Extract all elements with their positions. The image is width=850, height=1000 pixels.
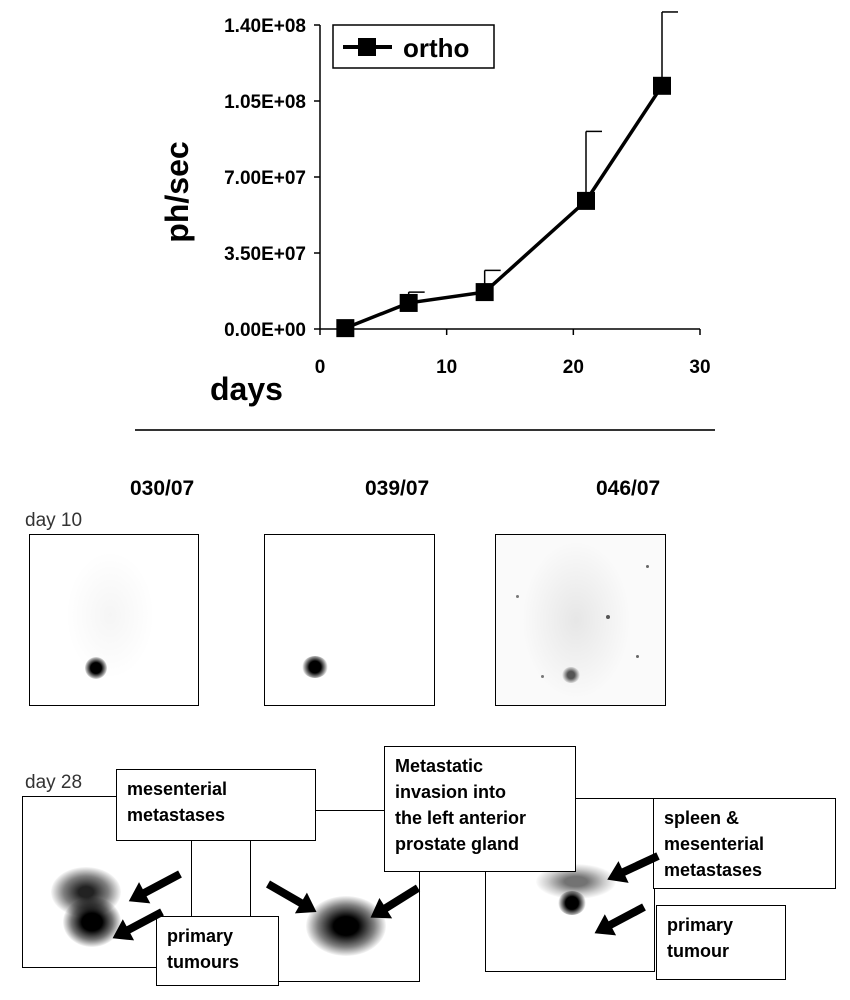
y-tick-label: 7.00E+07 (224, 168, 306, 189)
x-tick-label: 30 (689, 357, 710, 378)
x-tick-label: 20 (563, 357, 584, 378)
image-day10-030 (29, 534, 199, 706)
day10-label: day 10 (25, 510, 83, 531)
data-point (577, 191, 595, 210)
legend: ortho (332, 24, 495, 69)
chart-axes: 0.00E+00 3.50E+07 7.00E+07 1.05E+08 1.40E+08… (224, 16, 710, 378)
panel-label-046: 046/07 (596, 477, 661, 500)
noise-dot (646, 565, 649, 568)
signal-spot (562, 667, 580, 683)
x-tick-label: 0 (315, 357, 326, 378)
y-tick-label: 1.40E+08 (224, 16, 306, 37)
callout-spleen-metastases: spleen & mesenterial metastases (653, 798, 836, 889)
signal-spot (65, 550, 155, 680)
y-tick-label: 0.00E+00 (224, 320, 306, 341)
data-point (399, 293, 418, 312)
growth-chart: 0.00E+00 3.50E+07 7.00E+07 1.05E+08 1.40E+08… (159, 11, 711, 407)
noise-dot (516, 595, 519, 598)
panel-label-030: 030/07 (130, 477, 195, 500)
signal-spot (558, 891, 586, 915)
noise-dot (606, 615, 610, 619)
noise-dot (541, 675, 544, 678)
signal-spot (63, 897, 121, 947)
callout-metastatic-invasion: Metastatic invasion into the left anteri… (384, 746, 576, 872)
panel-label-039: 039/07 (365, 477, 430, 500)
series-line-ortho (344, 84, 664, 330)
x-tick-label: 10 (436, 357, 457, 378)
callout-mesenterial-metastases: mesenterial metastases (116, 769, 316, 841)
chart-series (336, 11, 678, 338)
callout-primary-tumours: primary tumours (156, 916, 279, 986)
signal-spot (85, 657, 107, 679)
image-day10-046 (495, 534, 666, 706)
legend-label: ortho (403, 33, 469, 63)
day28-label: day 28 (25, 772, 83, 793)
legend-marker (358, 38, 376, 56)
image-day10-039 (264, 534, 435, 706)
data-point (336, 319, 355, 338)
data-point (653, 76, 671, 95)
y-axis-label: ph/sec (159, 141, 195, 242)
y-tick-label: 3.50E+07 (224, 244, 306, 265)
data-point (475, 283, 494, 302)
y-tick-label: 1.05E+08 (224, 92, 306, 113)
noise-dot (636, 655, 639, 658)
signal-spot (302, 656, 328, 678)
section-divider (135, 429, 715, 431)
x-axis-label: days (210, 371, 283, 407)
callout-primary-tumour: primary tumour (656, 905, 786, 980)
